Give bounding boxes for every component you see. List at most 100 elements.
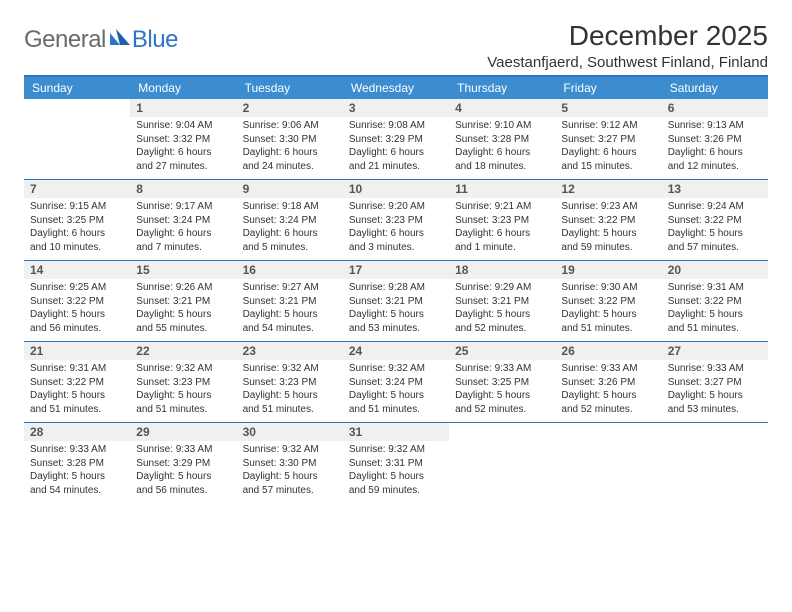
day-number: 1 — [130, 99, 236, 117]
day-number: 14 — [24, 261, 130, 279]
day-header-cell: Sunday — [24, 77, 130, 99]
day-cell: 27 Sunrise: 9:33 AMSunset: 3:27 PMDayligh… — [662, 342, 768, 422]
day-header-cell: Tuesday — [237, 77, 343, 99]
day-details: Sunrise: 9:15 AMSunset: 3:25 PMDaylight:… — [30, 200, 124, 254]
day-cell: 31 Sunrise: 9:32 AMSunset: 3:31 PMDayligh… — [343, 423, 449, 503]
day-details: Sunrise: 9:33 AMSunset: 3:26 PMDaylight:… — [561, 362, 655, 416]
day-cell: 1 Sunrise: 9:04 AMSunset: 3:32 PMDaylight… — [130, 99, 236, 179]
header: General Blue December 2025 Vaestanfjaerd… — [24, 20, 768, 71]
day-details: Sunrise: 9:20 AMSunset: 3:23 PMDaylight:… — [349, 200, 443, 254]
day-number: 2 — [237, 99, 343, 117]
week-row: 28Sunrise: 9:33 AMSunset: 3:28 PMDayligh… — [24, 423, 768, 503]
day-number: 8 — [130, 180, 236, 198]
day-details: Sunrise: 9:32 AMSunset: 3:23 PMDaylight:… — [136, 362, 230, 416]
calendar: SundayMondayTuesdayWednesdayThursdayFrid… — [24, 77, 768, 503]
day-cell: 14Sunrise: 9:25 AMSunset: 3:22 PMDayligh… — [24, 261, 130, 341]
day-details: Sunrise: 9:04 AMSunset: 3:32 PMDaylight:… — [136, 119, 230, 173]
day-cell: 11 Sunrise: 9:21 AMSunset: 3:23 PMDayligh… — [449, 180, 555, 260]
day-number: 31 — [343, 423, 449, 441]
day-number: 12 — [555, 180, 661, 198]
day-cell: 15 Sunrise: 9:26 AMSunset: 3:21 PMDayligh… — [130, 261, 236, 341]
day-details: Sunrise: 9:33 AMSunset: 3:29 PMDaylight:… — [136, 443, 230, 497]
day-cell: 25 Sunrise: 9:33 AMSunset: 3:25 PMDayligh… — [449, 342, 555, 422]
day-number: 23 — [237, 342, 343, 360]
day-number: 16 — [237, 261, 343, 279]
logo-text-blue: Blue — [132, 26, 178, 54]
week-row: 14Sunrise: 9:25 AMSunset: 3:22 PMDayligh… — [24, 261, 768, 342]
day-details: Sunrise: 9:13 AMSunset: 3:26 PMDaylight:… — [668, 119, 762, 173]
day-number: 24 — [343, 342, 449, 360]
day-cell: 2 Sunrise: 9:06 AMSunset: 3:30 PMDaylight… — [237, 99, 343, 179]
day-details: Sunrise: 9:33 AMSunset: 3:27 PMDaylight:… — [668, 362, 762, 416]
day-details: Sunrise: 9:12 AMSunset: 3:27 PMDaylight:… — [561, 119, 655, 173]
day-cell: 12Sunrise: 9:23 AMSunset: 3:22 PMDayligh… — [555, 180, 661, 260]
day-number: 4 — [449, 99, 555, 117]
day-details: Sunrise: 9:26 AMSunset: 3:21 PMDaylight:… — [136, 281, 230, 335]
day-cell: 28Sunrise: 9:33 AMSunset: 3:28 PMDayligh… — [24, 423, 130, 503]
day-cell: 5 Sunrise: 9:12 AMSunset: 3:27 PMDaylight… — [555, 99, 661, 179]
day-details: Sunrise: 9:30 AMSunset: 3:22 PMDaylight:… — [561, 281, 655, 335]
day-details: Sunrise: 9:28 AMSunset: 3:21 PMDaylight:… — [349, 281, 443, 335]
day-cell: 4Sunrise: 9:10 AMSunset: 3:28 PMDaylight… — [449, 99, 555, 179]
day-details: Sunrise: 9:27 AMSunset: 3:21 PMDaylight:… — [243, 281, 337, 335]
day-number: 20 — [662, 261, 768, 279]
day-number: 10 — [343, 180, 449, 198]
day-cell: 8 Sunrise: 9:17 AMSunset: 3:24 PMDaylight… — [130, 180, 236, 260]
day-cell: 10 Sunrise: 9:20 AMSunset: 3:23 PMDayligh… — [343, 180, 449, 260]
day-number: 19 — [555, 261, 661, 279]
day-number: 25 — [449, 342, 555, 360]
day-number: 30 — [237, 423, 343, 441]
day-details: Sunrise: 9:17 AMSunset: 3:24 PMDaylight:… — [136, 200, 230, 254]
day-number: 17 — [343, 261, 449, 279]
day-number: 15 — [130, 261, 236, 279]
logo: General Blue — [24, 26, 178, 54]
day-cell: 23 Sunrise: 9:32 AMSunset: 3:23 PMDayligh… — [237, 342, 343, 422]
day-cell: 18Sunrise: 9:29 AMSunset: 3:21 PMDayligh… — [449, 261, 555, 341]
day-cell: 17 Sunrise: 9:28 AMSunset: 3:21 PMDayligh… — [343, 261, 449, 341]
day-details: Sunrise: 9:24 AMSunset: 3:22 PMDaylight:… — [668, 200, 762, 254]
day-number: 27 — [662, 342, 768, 360]
day-header-cell: Thursday — [449, 77, 555, 99]
day-cell: 30 Sunrise: 9:32 AMSunset: 3:30 PMDayligh… — [237, 423, 343, 503]
day-cell: 3Sunrise: 9:08 AMSunset: 3:29 PMDaylight… — [343, 99, 449, 179]
day-details: Sunrise: 9:33 AMSunset: 3:25 PMDaylight:… — [455, 362, 549, 416]
day-cell — [449, 423, 555, 503]
day-cell: 29 Sunrise: 9:33 AMSunset: 3:29 PMDayligh… — [130, 423, 236, 503]
day-header-cell: Saturday — [662, 77, 768, 99]
day-number: 11 — [449, 180, 555, 198]
day-details: Sunrise: 9:18 AMSunset: 3:24 PMDaylight:… — [243, 200, 337, 254]
logo-text-general: General — [24, 26, 106, 54]
title-block: December 2025 Vaestanfjaerd, Southwest F… — [487, 20, 768, 71]
day-cell: 13 Sunrise: 9:24 AMSunset: 3:22 PMDayligh… — [662, 180, 768, 260]
day-header-cell: Friday — [555, 77, 661, 99]
day-number: 5 — [555, 99, 661, 117]
day-header-cell: Wednesday — [343, 77, 449, 99]
day-number: 21 — [24, 342, 130, 360]
day-number: 9 — [237, 180, 343, 198]
day-cell — [662, 423, 768, 503]
page-title: December 2025 — [487, 20, 768, 52]
day-details: Sunrise: 9:31 AMSunset: 3:22 PMDaylight:… — [30, 362, 124, 416]
day-number: 26 — [555, 342, 661, 360]
day-cell — [24, 99, 130, 179]
day-details: Sunrise: 9:32 AMSunset: 3:23 PMDaylight:… — [243, 362, 337, 416]
week-row: 1 Sunrise: 9:04 AMSunset: 3:32 PMDaylight… — [24, 99, 768, 180]
weeks-container: 1 Sunrise: 9:04 AMSunset: 3:32 PMDaylight… — [24, 99, 768, 503]
day-number: 18 — [449, 261, 555, 279]
location-text: Vaestanfjaerd, Southwest Finland, Finlan… — [487, 54, 768, 71]
day-cell: 19 Sunrise: 9:30 AMSunset: 3:22 PMDayligh… — [555, 261, 661, 341]
day-number: 29 — [130, 423, 236, 441]
day-details: Sunrise: 9:21 AMSunset: 3:23 PMDaylight:… — [455, 200, 549, 254]
day-cell: 24Sunrise: 9:32 AMSunset: 3:24 PMDayligh… — [343, 342, 449, 422]
day-details: Sunrise: 9:32 AMSunset: 3:31 PMDaylight:… — [349, 443, 443, 497]
day-details: Sunrise: 9:32 AMSunset: 3:30 PMDaylight:… — [243, 443, 337, 497]
week-row: 21 Sunrise: 9:31 AMSunset: 3:22 PMDayligh… — [24, 342, 768, 423]
day-cell: 26 Sunrise: 9:33 AMSunset: 3:26 PMDayligh… — [555, 342, 661, 422]
day-details: Sunrise: 9:31 AMSunset: 3:22 PMDaylight:… — [668, 281, 762, 335]
day-details: Sunrise: 9:06 AMSunset: 3:30 PMDaylight:… — [243, 119, 337, 173]
day-number: 6 — [662, 99, 768, 117]
day-number: 13 — [662, 180, 768, 198]
day-header-row: SundayMondayTuesdayWednesdayThursdayFrid… — [24, 77, 768, 99]
day-cell — [555, 423, 661, 503]
day-details: Sunrise: 9:08 AMSunset: 3:29 PMDaylight:… — [349, 119, 443, 173]
